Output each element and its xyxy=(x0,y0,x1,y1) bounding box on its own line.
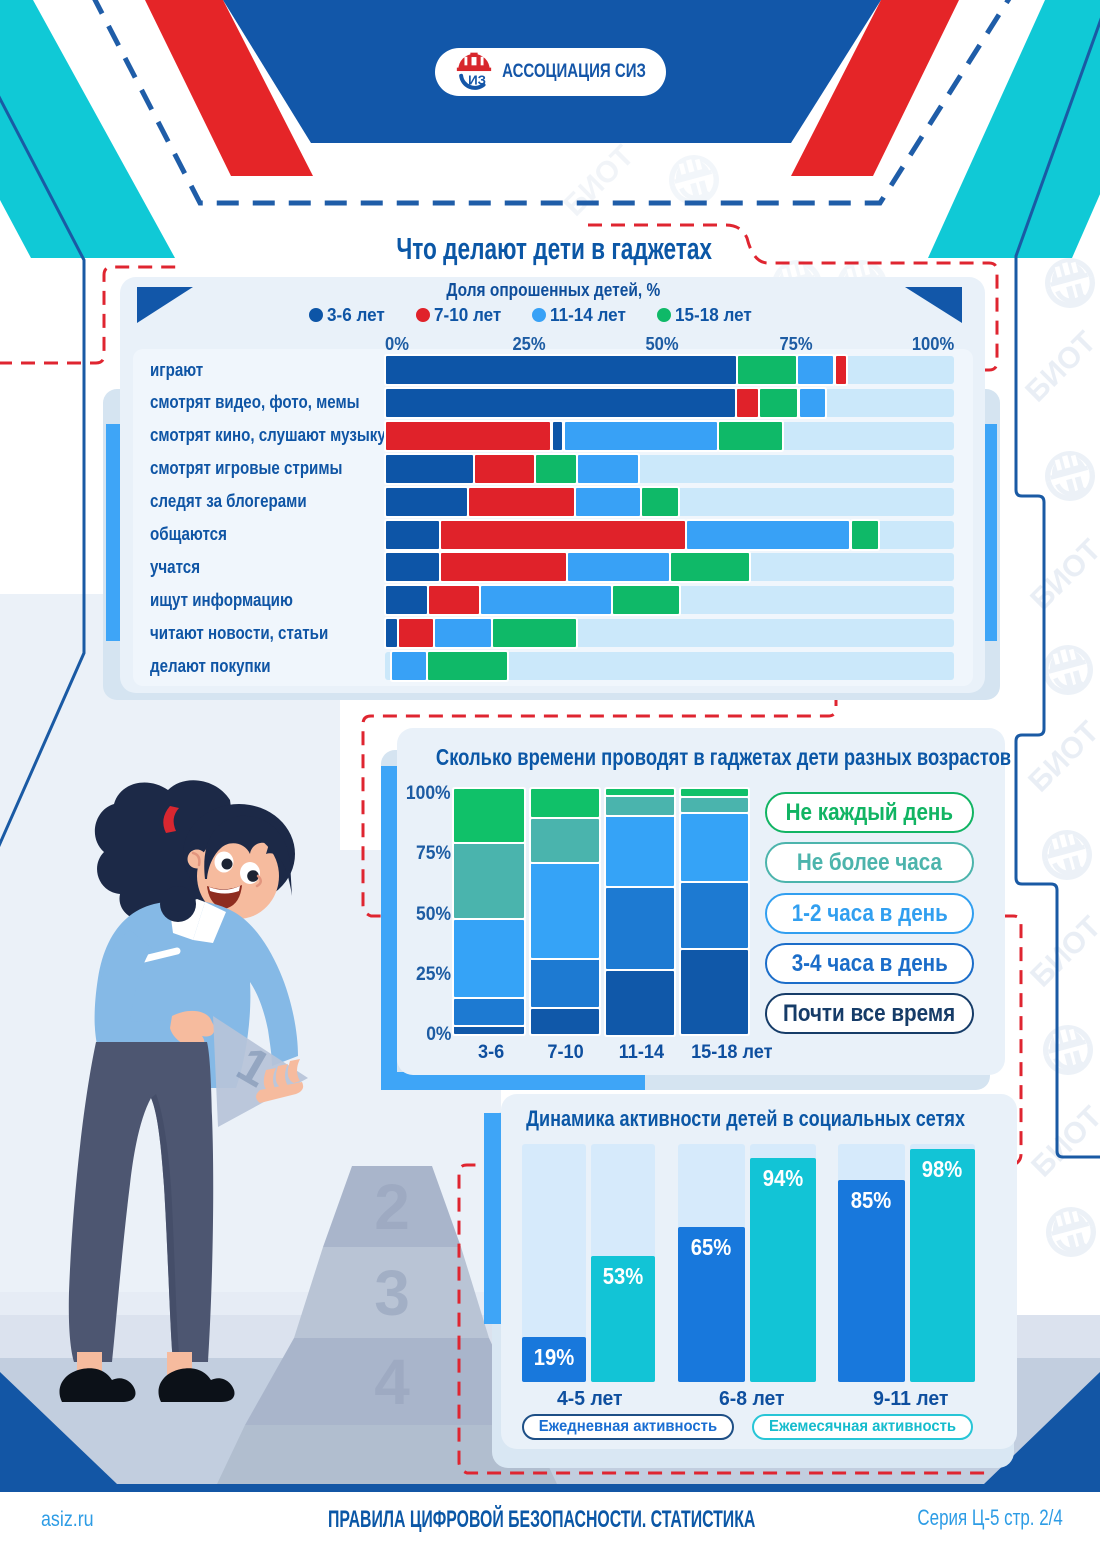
svg-text:БИОТ: БИОТ xyxy=(1024,910,1100,993)
svg-text:БИОТ: БИОТ xyxy=(557,139,640,222)
svg-text:2: 2 xyxy=(374,1171,410,1243)
svg-text:ИЗ: ИЗ xyxy=(468,72,486,87)
svg-text:БИОТ: БИОТ xyxy=(1024,533,1100,616)
svg-text:4: 4 xyxy=(374,1346,410,1418)
svg-text:3: 3 xyxy=(374,1257,410,1329)
svg-text:БИОТ: БИОТ xyxy=(1019,325,1100,408)
